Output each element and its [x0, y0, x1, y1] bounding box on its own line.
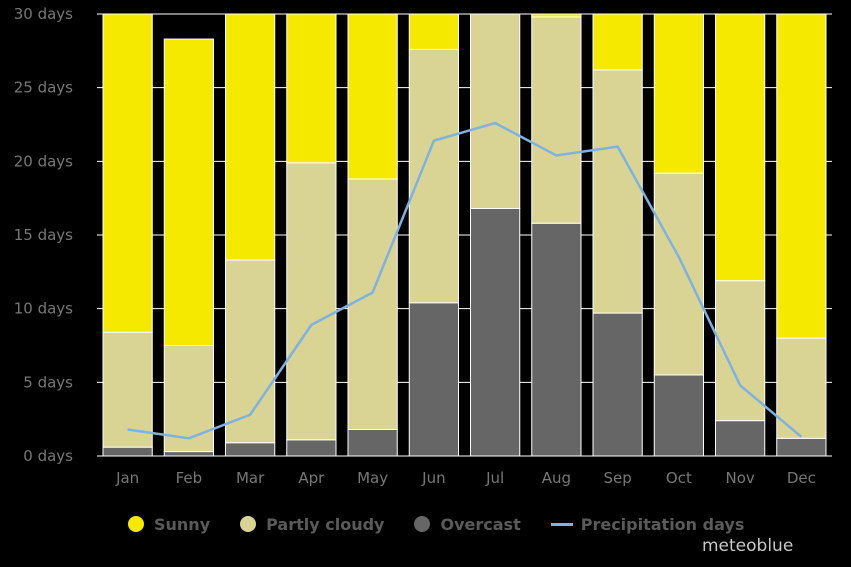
bar-overcast	[408, 302, 459, 457]
bar-partly-cloudy	[163, 345, 214, 453]
bar-sunny	[225, 13, 276, 261]
legend: Sunny Partly cloudy Overcast Precipitati…	[128, 512, 774, 536]
bar-partly-cloudy	[347, 178, 398, 430]
overcast-dot-icon	[414, 516, 431, 532]
precipitation-days-line	[127, 121, 803, 440]
y-tick-label: 25 days	[14, 79, 73, 97]
partly-cloudy-dot-icon	[240, 516, 257, 532]
bar-overcast	[225, 442, 276, 457]
bar-sunny	[347, 13, 398, 180]
x-tick-label: Jul	[485, 469, 504, 487]
bar-sunny	[286, 13, 337, 164]
bar-partly-cloudy	[470, 13, 521, 209]
y-tick-label: 5 days	[23, 373, 73, 391]
bar-sunny	[102, 13, 153, 333]
x-tick-label: Jan	[115, 469, 139, 487]
meteoblue-logo: meteoblue	[702, 536, 794, 556]
bar-sunny	[715, 13, 766, 282]
bar-partly-cloudy	[408, 48, 459, 304]
x-tick-label: Apr	[298, 469, 325, 487]
bar-overcast	[102, 446, 153, 457]
x-tick-label: Nov	[725, 469, 754, 487]
bar-overcast	[531, 222, 582, 457]
legend-label-precipitation-days: Precipitation days	[580, 514, 745, 534]
bar-overcast	[715, 420, 766, 457]
bar-sunny	[531, 13, 582, 18]
bar-partly-cloudy	[286, 162, 337, 441]
bar-partly-cloudy	[225, 259, 276, 444]
bar-overcast	[286, 439, 337, 457]
bar-overcast	[470, 207, 521, 457]
y-tick-label: 15 days	[14, 226, 73, 244]
bar-overcast	[592, 312, 643, 457]
x-tick-label: Sep	[603, 469, 631, 487]
bar-sunny	[776, 13, 827, 339]
bar-overcast	[347, 428, 398, 457]
x-tick-label: Mar	[236, 469, 265, 487]
bar-sunny	[163, 38, 214, 347]
x-tick-label: Aug	[542, 469, 571, 487]
bar-partly-cloudy	[531, 16, 582, 224]
x-tick-label: Oct	[666, 469, 692, 487]
y-tick-label: 20 days	[14, 152, 73, 170]
legend-label-partly-cloudy: Partly cloudy	[266, 514, 385, 534]
legend-label-overcast: Overcast	[440, 514, 521, 534]
x-tick-label: Feb	[176, 469, 203, 487]
bar-overcast	[776, 437, 827, 457]
bar-sunny	[653, 13, 704, 174]
legend-label-sunny: Sunny	[154, 514, 211, 534]
legend-item-partly-cloudy[interactable]: Partly cloudy	[240, 515, 384, 534]
y-tick-label: 30 days	[14, 5, 73, 23]
x-tick-label: Dec	[787, 469, 816, 487]
bar-overcast	[163, 451, 214, 457]
y-tick-label: 10 days	[14, 300, 73, 318]
bar-partly-cloudy	[592, 69, 643, 314]
precipitation-line-icon	[550, 522, 573, 526]
bar-sunny	[408, 13, 459, 50]
x-tick-label: Jun	[421, 469, 445, 487]
bar-sunny	[592, 13, 643, 71]
x-tick-label: May	[357, 469, 388, 487]
legend-item-overcast[interactable]: Overcast	[414, 514, 521, 534]
bar-partly-cloudy	[653, 172, 704, 376]
legend-item-precipitation-days[interactable]: Precipitation days	[550, 514, 745, 534]
legend-item-sunny[interactable]: Sunny	[128, 515, 210, 534]
sunny-dot-icon	[128, 516, 144, 532]
y-tick-label: 0 days	[23, 447, 73, 465]
bar-overcast	[653, 374, 704, 457]
bar-partly-cloudy	[102, 331, 153, 448]
